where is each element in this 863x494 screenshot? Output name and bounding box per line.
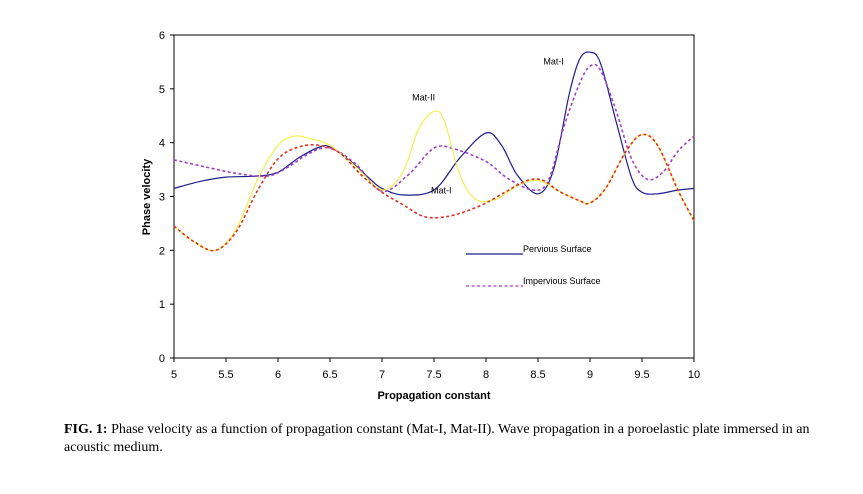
annotation-label: Mat-I: [543, 57, 564, 67]
x-tick-label: 9: [587, 369, 593, 381]
axis-ticks: 5 5.5 6 6.5 7 7.5 8 8.5 9 9.5 10 0 1 2 3 4 5 6: [159, 30, 700, 381]
x-tick-label: 5: [171, 369, 177, 381]
y-tick-label: 6: [159, 30, 165, 42]
x-tick-label: 7.5: [426, 369, 441, 381]
y-tick-label: 2: [159, 245, 165, 257]
annotation-label: Mat-II: [412, 93, 435, 103]
y-tick-label: 1: [159, 299, 165, 311]
x-tick-label: 7: [379, 369, 385, 381]
annotation-label: Mat-I: [431, 185, 452, 195]
legend-label-0: Pervious Surface: [523, 244, 592, 254]
x-tick-label: 5.5: [218, 369, 233, 381]
series-line-0: [173, 51, 695, 196]
series-layer: [173, 51, 695, 252]
x-tick-label: 9.5: [634, 369, 649, 381]
x-tick-label: 6: [275, 369, 281, 381]
legend: Pervious Surface Impervious Surface: [466, 244, 601, 287]
series-line-3: [173, 133, 695, 252]
annotation-layer: Mat-I Mat-II Mat-I: [412, 57, 564, 196]
series-line-1: [173, 63, 695, 193]
y-tick-label: 0: [159, 353, 165, 365]
y-tick-label: 4: [159, 138, 165, 150]
caption-text: Phase velocity as a function of propagat…: [64, 422, 810, 455]
figure-caption: FIG. 1: Phase velocity as a function of …: [64, 421, 824, 457]
x-tick-label: 8.5: [530, 369, 545, 381]
caption-label: FIG. 1:: [64, 422, 108, 437]
y-axis-label: Phase velocity: [141, 158, 153, 235]
plot-area-frame: [173, 34, 695, 359]
x-axis-label: Propagation constant: [377, 390, 490, 402]
series-line-2: [173, 110, 695, 252]
y-tick-label: 5: [159, 84, 165, 96]
x-tick-label: 6.5: [322, 369, 337, 381]
y-tick-label: 3: [159, 192, 165, 204]
x-tick-label: 8: [483, 369, 489, 381]
legend-label-1: Impervious Surface: [523, 276, 601, 286]
x-tick-label: 10: [688, 369, 700, 381]
